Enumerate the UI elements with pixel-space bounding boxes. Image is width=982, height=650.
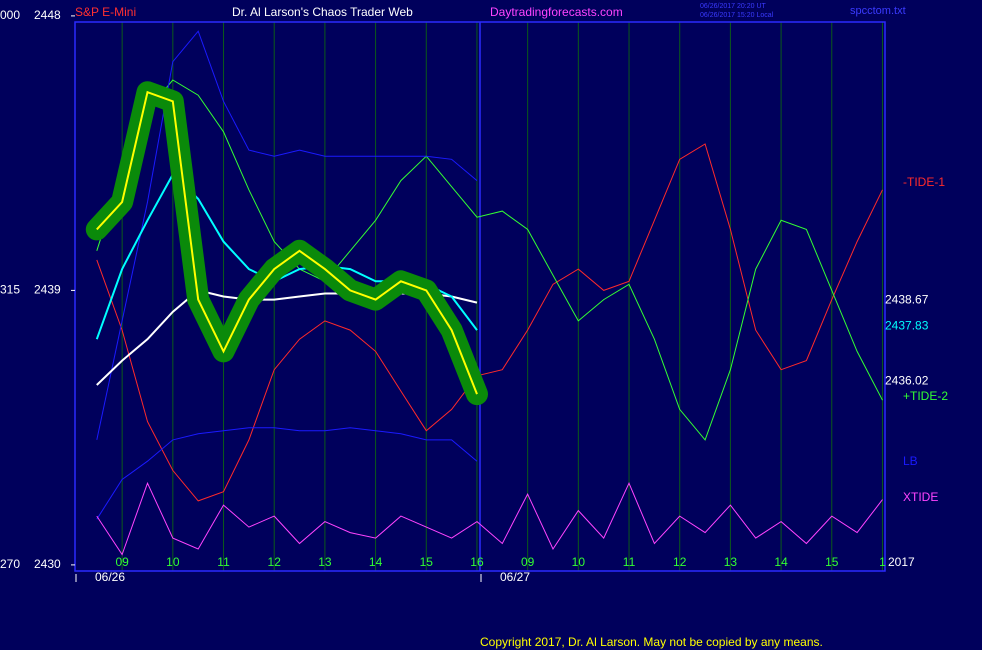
series-line bbox=[96, 481, 883, 556]
series-name: LB bbox=[903, 454, 918, 468]
x-tick-label: 1 bbox=[879, 555, 886, 569]
y-tick-label: 2430 bbox=[34, 557, 61, 571]
clipped-label: 315 bbox=[0, 283, 20, 297]
date-label: 06/27 bbox=[500, 570, 530, 584]
x-tick-label: 09 bbox=[115, 555, 129, 569]
series-line bbox=[96, 427, 478, 520]
timestamp: 06/26/2017 15:20 Local bbox=[700, 12, 774, 19]
series-line bbox=[96, 143, 883, 502]
clipped-label: 000 bbox=[0, 8, 20, 22]
filename: spcctom.txt bbox=[850, 5, 906, 17]
clipped-label: 270 bbox=[0, 557, 20, 571]
x-tick-label: 10 bbox=[166, 555, 180, 569]
x-tick-label: 11 bbox=[217, 555, 230, 569]
symbol: S&P E-Mini bbox=[75, 5, 136, 19]
x-tick-label: 16 bbox=[470, 555, 484, 569]
last-value: 2437.83 bbox=[885, 318, 929, 332]
x-tick-label: 15 bbox=[825, 555, 839, 569]
x-tick-label: 14 bbox=[774, 555, 788, 569]
x-tick-label: 14 bbox=[369, 555, 383, 569]
x-tick-label: 15 bbox=[420, 555, 434, 569]
x-tick-label: 12 bbox=[268, 555, 282, 569]
x-tick-label: 13 bbox=[724, 555, 738, 569]
last-value: 2438.67 bbox=[885, 293, 929, 307]
series-line bbox=[96, 90, 478, 395]
x-tick-label: 09 bbox=[521, 555, 535, 569]
series-line bbox=[96, 79, 883, 441]
y-tick-label: 2448 bbox=[34, 8, 61, 22]
y-tick-label: 2439 bbox=[34, 283, 61, 297]
chart-title: Dr. Al Larson's Chaos Trader Web bbox=[232, 5, 413, 19]
website: Daytradingforecasts.com bbox=[490, 5, 623, 19]
x-tick-label: 11 bbox=[623, 555, 636, 569]
date-label: 06/26 bbox=[95, 570, 125, 584]
x-tick-label: 13 bbox=[318, 555, 332, 569]
x-tick-label: 12 bbox=[673, 555, 687, 569]
last-value: 2436.02 bbox=[885, 373, 929, 387]
copyright: Copyright 2017, Dr. Al Larson. May not b… bbox=[480, 635, 823, 649]
series-name: +TIDE-2 bbox=[903, 389, 948, 403]
x-tick-label: 10 bbox=[572, 555, 586, 569]
series-line bbox=[96, 30, 478, 441]
series-name: XTIDE bbox=[903, 490, 938, 504]
series-name: -TIDE-1 bbox=[903, 175, 945, 189]
year-label: 2017 bbox=[888, 555, 915, 569]
timestamp: 06/26/2017 20:20 UT bbox=[700, 3, 766, 10]
